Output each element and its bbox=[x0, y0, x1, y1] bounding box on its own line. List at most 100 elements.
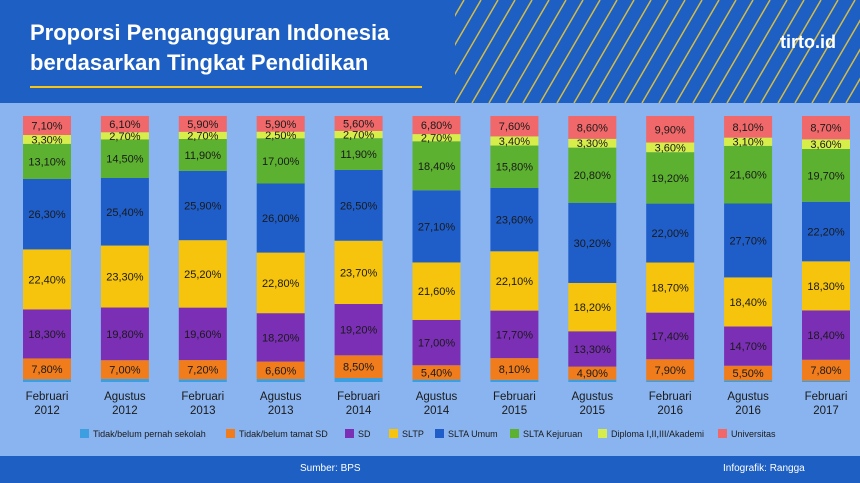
data-label: 3,30% bbox=[31, 134, 62, 146]
data-label: 19,20% bbox=[340, 325, 378, 337]
bar-segment bbox=[646, 380, 695, 382]
data-label: 7,80% bbox=[810, 365, 841, 377]
bar-segment bbox=[100, 307, 149, 361]
bar-segment bbox=[23, 379, 71, 382]
data-label: 30,20% bbox=[574, 238, 612, 250]
data-label: 2,70% bbox=[421, 133, 452, 145]
bar-segment bbox=[334, 304, 383, 356]
stripe bbox=[675, 0, 737, 103]
data-label: 5,50% bbox=[732, 368, 763, 380]
bar-segment bbox=[23, 143, 71, 179]
bar-segment bbox=[646, 203, 695, 263]
bar-segment bbox=[100, 378, 149, 382]
bar-segment bbox=[334, 240, 383, 305]
bar-segment bbox=[100, 139, 149, 178]
x-tick-label: 2017 bbox=[813, 405, 839, 417]
x-tick-label: 2014 bbox=[346, 405, 372, 417]
x-tick-label: 2016 bbox=[657, 405, 683, 417]
chart-legend: Tidak/belum pernah sekolah Tidak/belum ta… bbox=[0, 429, 860, 445]
data-label: 8,70% bbox=[810, 123, 841, 135]
bar-segment bbox=[568, 379, 617, 382]
legend-label: Universitas bbox=[731, 429, 776, 439]
bar-segment bbox=[490, 187, 539, 252]
bar-segment bbox=[568, 331, 617, 367]
data-label: 15,80% bbox=[496, 162, 534, 174]
stripe bbox=[522, 0, 584, 103]
x-tick-label: Agustus bbox=[416, 391, 458, 403]
data-label: 22,80% bbox=[262, 278, 300, 290]
stripe bbox=[607, 0, 669, 103]
data-label: 7,10% bbox=[31, 121, 62, 133]
legend-label: Diploma I,II,III/Akademi bbox=[611, 429, 705, 439]
legend-swatch bbox=[80, 429, 89, 438]
data-label: 18,30% bbox=[807, 281, 845, 293]
bar-segment bbox=[100, 245, 149, 308]
stripe bbox=[726, 0, 788, 103]
legend-item: Tidak/belum tamat SD bbox=[226, 429, 328, 439]
bar-segment bbox=[490, 251, 539, 311]
legend-label: Tidak/belum pernah sekolah bbox=[93, 429, 206, 439]
legend-item: Universitas bbox=[718, 429, 776, 439]
legend-item: Diploma I,II,III/Akademi bbox=[598, 429, 704, 439]
data-label: 26,30% bbox=[28, 209, 66, 221]
bar-segment bbox=[256, 116, 305, 132]
bar-segment bbox=[490, 116, 539, 137]
data-label: 7,80% bbox=[31, 364, 62, 376]
bar-segment bbox=[724, 137, 773, 146]
data-label: 17,40% bbox=[652, 331, 690, 343]
data-label: 8,60% bbox=[577, 122, 608, 134]
stripe bbox=[658, 0, 720, 103]
legend-swatch bbox=[598, 429, 607, 438]
bar-segment bbox=[256, 131, 305, 139]
bar-segment bbox=[412, 319, 461, 366]
bar-segment bbox=[412, 141, 461, 191]
data-label: 23,30% bbox=[106, 272, 144, 284]
x-tick-label: Februari bbox=[649, 391, 692, 403]
header-panel bbox=[0, 0, 455, 103]
footer-bar: Sumber: BPS Infografik: Rangga bbox=[0, 456, 860, 483]
bar-segment bbox=[646, 312, 695, 360]
bar-segment bbox=[490, 379, 539, 382]
bar-segment bbox=[23, 358, 71, 380]
legend-item: Tidak/belum pernah sekolah bbox=[80, 429, 206, 439]
stripe bbox=[556, 0, 618, 103]
data-label: 20,80% bbox=[574, 170, 612, 182]
bar-segment bbox=[802, 310, 850, 360]
data-label: 22,00% bbox=[652, 228, 690, 240]
legend-item: SLTA Kejuruan bbox=[510, 429, 582, 439]
bar-segment bbox=[23, 178, 71, 250]
bar-segment bbox=[256, 313, 305, 362]
x-tick-label: 2014 bbox=[424, 405, 450, 417]
legend-label: SD bbox=[358, 429, 371, 439]
data-label: 3,40% bbox=[499, 136, 530, 148]
legend-swatch bbox=[389, 429, 398, 438]
bar-segment bbox=[802, 201, 850, 262]
x-tick-label: Agustus bbox=[260, 391, 302, 403]
data-label: 9,90% bbox=[655, 124, 686, 136]
tirto-logo: tirto.id bbox=[780, 32, 836, 52]
bar-segment bbox=[568, 202, 617, 283]
data-label: 18,40% bbox=[729, 297, 767, 309]
x-tick-label: 2015 bbox=[502, 405, 528, 417]
data-label: 22,10% bbox=[496, 276, 534, 288]
legend-item: SLTP bbox=[389, 429, 424, 439]
data-label: 13,10% bbox=[28, 156, 66, 168]
stripe bbox=[760, 0, 822, 103]
data-label: 11,90% bbox=[185, 150, 222, 162]
bar-segment bbox=[724, 203, 773, 278]
bar-segment bbox=[490, 310, 539, 359]
stripe bbox=[845, 77, 860, 103]
legend-swatch bbox=[226, 429, 235, 438]
legend-label: SLTA Kejuruan bbox=[523, 429, 583, 439]
data-label: 7,90% bbox=[655, 365, 686, 377]
bar-segment bbox=[802, 148, 850, 202]
data-label: 6,60% bbox=[265, 365, 296, 377]
bar-segment bbox=[178, 307, 227, 361]
bar-segment bbox=[100, 360, 149, 379]
bar-segment bbox=[178, 131, 227, 140]
bar-segment bbox=[802, 139, 850, 149]
stripe bbox=[455, 0, 516, 103]
data-label: 26,00% bbox=[262, 213, 300, 225]
stripe bbox=[455, 0, 499, 76]
bar-segment bbox=[490, 145, 539, 188]
